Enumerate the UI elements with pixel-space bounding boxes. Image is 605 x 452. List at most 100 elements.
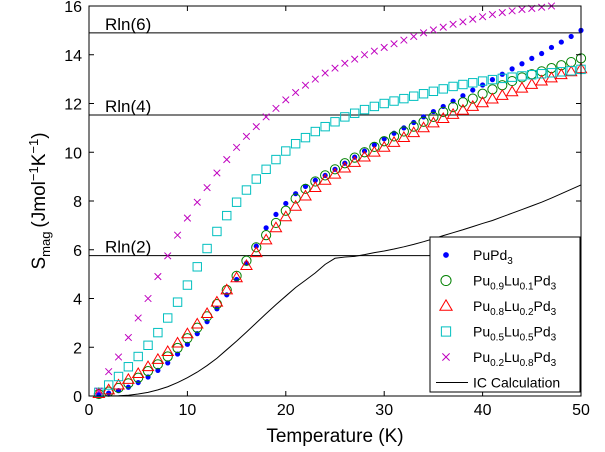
legend-label-3-sub-0: 0.5 bbox=[490, 333, 504, 344]
series-3-point-39 bbox=[477, 76, 488, 86]
legend-label-2-base: Pu bbox=[473, 298, 490, 314]
series-0-point-28 bbox=[371, 142, 377, 148]
series-0-point-31 bbox=[401, 125, 407, 131]
series-2-point-17 bbox=[259, 233, 273, 245]
series-3-point-21 bbox=[300, 132, 311, 143]
x-tick-label-5: 50 bbox=[572, 402, 590, 419]
series-1-point-33 bbox=[418, 116, 429, 127]
series-4-point-36 bbox=[449, 20, 457, 28]
series-4-point-17 bbox=[262, 113, 270, 121]
series-4-point-45 bbox=[537, 3, 546, 11]
y-tick-label-8: 16 bbox=[64, 0, 82, 16]
series-2-point-14 bbox=[230, 271, 244, 283]
legend-label-2: Pu0.8Lu0.2Pd3 bbox=[473, 298, 557, 318]
y-axis-title-exp1: −1 bbox=[26, 166, 41, 181]
series-2-point-9 bbox=[180, 327, 194, 339]
series-4-point-41 bbox=[498, 8, 506, 17]
series-3-point-3 bbox=[123, 362, 134, 372]
y-axis-title-unit-open: (Jmol bbox=[29, 181, 50, 227]
series-3-point-20 bbox=[290, 139, 301, 149]
legend-swatch-4 bbox=[442, 353, 450, 361]
series-4-point-22 bbox=[311, 75, 319, 83]
series-4-point-13 bbox=[223, 155, 231, 164]
x-tick-label-3: 30 bbox=[375, 402, 393, 419]
series-4-point-42 bbox=[508, 7, 516, 15]
y-axis-title-sub: mag bbox=[38, 232, 53, 257]
legend-swatch-0 bbox=[443, 252, 449, 258]
series-1-point-22 bbox=[310, 176, 321, 187]
series-3-point-23 bbox=[320, 121, 330, 132]
y-tick-label-0: 0 bbox=[73, 389, 82, 406]
series-1-point-13 bbox=[221, 284, 232, 296]
legend-label-5: IC Calculation bbox=[473, 375, 560, 391]
series-4-point-20 bbox=[291, 88, 300, 97]
series-4-point-27 bbox=[360, 51, 369, 59]
series-2-point-16 bbox=[249, 246, 263, 258]
legend-label-0-sub-0: 3 bbox=[507, 256, 513, 267]
series-2-point-7 bbox=[161, 345, 175, 357]
legend-label-2-part-2: Pd bbox=[534, 298, 551, 314]
series-1-point-31 bbox=[398, 126, 409, 137]
series-4-point-16 bbox=[252, 123, 260, 131]
series-1-point-32 bbox=[408, 121, 419, 132]
legend-label-3-part-2: Pd bbox=[534, 324, 551, 340]
series-4-point-18 bbox=[272, 104, 280, 113]
x-tick-label-2: 20 bbox=[277, 402, 295, 419]
series-0-point-1 bbox=[106, 390, 112, 396]
series-1-point-38 bbox=[467, 93, 478, 104]
series-3-point-13 bbox=[222, 210, 232, 221]
series-3-point-16 bbox=[251, 174, 261, 184]
series-2-point-3 bbox=[121, 372, 135, 384]
series-4-point-32 bbox=[410, 32, 418, 41]
series-2-point-5 bbox=[141, 360, 155, 372]
legend-label-4-base: Pu bbox=[473, 349, 490, 365]
series-0-point-3 bbox=[125, 384, 131, 390]
series-4-point-7 bbox=[164, 252, 172, 260]
series-2-point-32 bbox=[407, 126, 421, 138]
series-3-point-29 bbox=[379, 98, 389, 109]
y-tick-label-6: 12 bbox=[64, 97, 82, 114]
series-3-point-22 bbox=[310, 126, 321, 137]
series-2-point-15 bbox=[239, 259, 253, 271]
series-3-point-0 bbox=[94, 387, 104, 398]
series-3-point-14 bbox=[231, 197, 242, 207]
series-4-point-1 bbox=[105, 367, 113, 376]
series-1-point-6 bbox=[152, 359, 163, 370]
series-4-point-31 bbox=[400, 36, 408, 44]
series-2-point-25 bbox=[338, 161, 352, 173]
legend-label-1-sub-2: 3 bbox=[551, 282, 557, 293]
series-3-point-30 bbox=[389, 96, 399, 106]
series-1-point-26 bbox=[349, 152, 360, 163]
series-layer bbox=[92, 2, 588, 400]
series-0-point-38 bbox=[470, 87, 476, 93]
x-axis-title: Temperature (K) bbox=[266, 426, 403, 447]
series-2-point-35 bbox=[436, 112, 450, 124]
series-4-point-38 bbox=[469, 15, 477, 23]
legend-label-3-part-1: Lu bbox=[504, 324, 520, 340]
series-2-point-21 bbox=[299, 189, 312, 201]
series-1-point-23 bbox=[320, 170, 331, 181]
series-1-point-16 bbox=[251, 242, 262, 253]
series-4-point-24 bbox=[331, 64, 339, 72]
series-2-point-33 bbox=[417, 121, 431, 133]
x-tick-label-1: 10 bbox=[179, 402, 197, 419]
series-0 bbox=[96, 27, 584, 398]
series-3-point-9 bbox=[182, 280, 193, 290]
series-2-point-10 bbox=[190, 317, 204, 329]
legend-label-4-sub-1: 0.8 bbox=[520, 358, 534, 369]
series-0-point-7 bbox=[165, 360, 171, 366]
series-4-point-34 bbox=[429, 26, 438, 34]
series-0-point-40 bbox=[489, 77, 496, 83]
series-4-point-26 bbox=[351, 55, 359, 63]
legend-box bbox=[429, 236, 581, 393]
legend-label-3-base: Pu bbox=[473, 324, 490, 340]
series-1-point-41 bbox=[497, 80, 508, 91]
series-3-point-6 bbox=[153, 327, 163, 338]
series-1-point-39 bbox=[477, 88, 488, 99]
series-1-point-35 bbox=[438, 106, 449, 118]
series-4-point-12 bbox=[213, 169, 221, 177]
legend-label-1-sub-1: 0.1 bbox=[520, 282, 534, 293]
legend-label-3-sub-1: 0.5 bbox=[520, 333, 534, 344]
series-3-point-33 bbox=[418, 89, 429, 99]
